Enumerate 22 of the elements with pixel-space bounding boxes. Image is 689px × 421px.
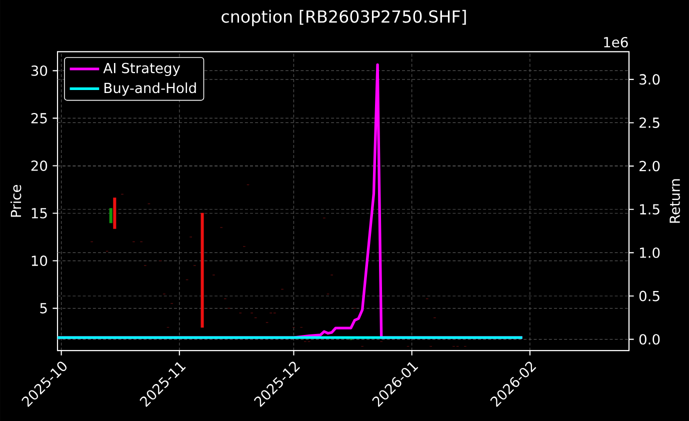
y-tick-label: 15 xyxy=(32,208,47,218)
y2-tick-label: 1.0 xyxy=(640,247,660,258)
y-tick-label: 20 xyxy=(31,160,48,171)
y2-tick-label: 1.5 xyxy=(640,204,660,215)
candlestick xyxy=(200,212,204,328)
text: 1e6 xyxy=(604,36,628,48)
y-tick-label: 5 xyxy=(40,303,47,314)
y2-tick-label: 0.0 xyxy=(639,334,660,345)
y-tick-label: 30 xyxy=(31,65,48,76)
legend-label: AI Strategy xyxy=(103,62,180,76)
y2-tick-label: 2.5 xyxy=(640,117,660,128)
y-tick-label: 10 xyxy=(32,256,48,266)
y-axis-title: Price xyxy=(10,184,22,217)
candlestick xyxy=(113,198,116,229)
y2-tick-label: 0.5 xyxy=(639,290,660,302)
legend-label: Buy-and-Hold xyxy=(104,82,196,96)
y-tick-label: 25 xyxy=(31,112,47,124)
y2-tick-label: 3.0 xyxy=(640,74,660,85)
chart-title: cnoption [RB2603P2750.SHF] xyxy=(222,10,466,26)
y2-axis-title: Return xyxy=(670,179,680,223)
y2-tick-label: 2.0 xyxy=(640,160,660,172)
candlestick xyxy=(109,208,112,224)
